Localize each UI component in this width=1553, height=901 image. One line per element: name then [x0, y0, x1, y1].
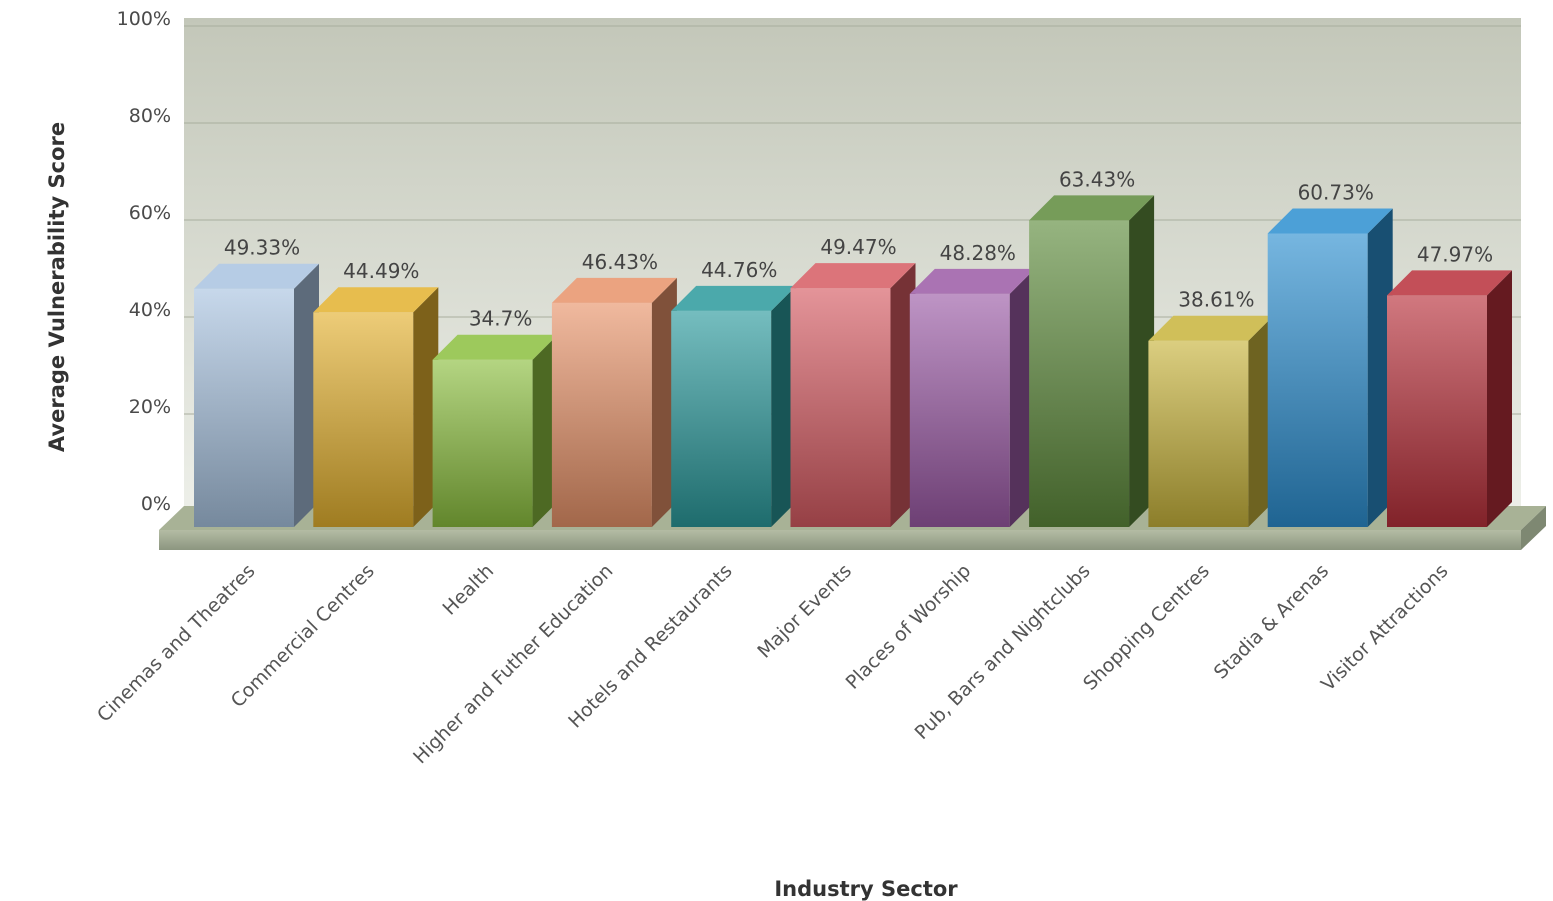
- bar: [194, 263, 319, 527]
- value-label: 44.49%: [343, 259, 419, 283]
- bar-front: [432, 359, 533, 527]
- y-axis: 0% 20% 40% 60% 80% 100%: [117, 8, 171, 515]
- x-tick-label: Higher and Futher Education: [409, 560, 617, 768]
- bar-front: [790, 288, 891, 527]
- bar-top: [790, 263, 916, 289]
- bars: [194, 195, 1512, 527]
- bar-side: [413, 287, 439, 527]
- y-tick-label: 100%: [117, 8, 171, 30]
- bar-front: [1267, 233, 1368, 527]
- bar: [1267, 208, 1393, 527]
- value-label: 63.43%: [1059, 167, 1135, 191]
- y-tick-label: 0%: [141, 493, 171, 515]
- bar: [1387, 270, 1512, 527]
- bar-side: [1009, 268, 1035, 527]
- bar-top: [671, 285, 797, 311]
- bar-top: [1029, 195, 1155, 221]
- y-axis-title: Average Vulnerability Score: [45, 122, 69, 452]
- bar-front: [551, 302, 652, 527]
- bar-side: [294, 263, 319, 527]
- bar-top: [1148, 315, 1274, 341]
- x-tick-label: Places of Worship: [842, 560, 976, 694]
- bar-side: [1487, 270, 1512, 527]
- bar: [1029, 195, 1155, 527]
- value-label: 38.61%: [1178, 288, 1254, 312]
- bar-front: [1148, 340, 1249, 527]
- value-label: 44.76%: [701, 258, 777, 282]
- bar-top: [1267, 208, 1393, 234]
- bar-top: [194, 263, 319, 289]
- bar: [551, 277, 677, 527]
- x-tick-label: Health: [438, 560, 498, 620]
- bar-front: [671, 310, 772, 527]
- bar-side: [771, 285, 797, 527]
- bar-side: [1129, 195, 1155, 527]
- x-tick-label: Stadia & Arenas: [1210, 560, 1334, 684]
- floor-front: [159, 530, 1521, 550]
- bar-side: [1367, 208, 1393, 527]
- bar: [790, 263, 916, 527]
- y-tick-label: 40%: [129, 299, 171, 321]
- x-tick-label: Major Events: [753, 560, 856, 663]
- value-label: 34.7%: [469, 307, 533, 331]
- bar: [313, 287, 439, 527]
- x-tick-label: Visitor Attractions: [1317, 560, 1453, 696]
- bar-side: [890, 263, 916, 527]
- value-label: 48.28%: [940, 241, 1016, 265]
- bar-side: [651, 277, 677, 527]
- bar-front: [194, 288, 294, 527]
- bar: [671, 285, 797, 527]
- value-label: 49.47%: [820, 235, 896, 259]
- bar-top: [1387, 270, 1512, 296]
- value-label: 46.43%: [582, 250, 658, 274]
- value-label: 60.73%: [1298, 180, 1374, 204]
- floor-side: [1521, 506, 1546, 550]
- y-tick-label: 20%: [129, 396, 171, 418]
- x-tick-label: Shopping Centres: [1079, 560, 1214, 695]
- value-label: 49.33%: [224, 236, 300, 260]
- bar: [909, 268, 1035, 527]
- bar: [432, 334, 558, 527]
- y-tick-label: 80%: [129, 105, 171, 127]
- bar-top: [909, 268, 1035, 294]
- bar-top: [551, 277, 677, 303]
- bar-front: [313, 312, 414, 527]
- bar-side: [1248, 315, 1274, 527]
- value-labels: 49.33% 44.49% 34.7% 46.43% 44.76% 49.47% 48.28…: [224, 167, 1493, 330]
- bar: [1148, 315, 1274, 527]
- bar-front: [1029, 220, 1130, 527]
- value-label: 47.97%: [1417, 242, 1493, 266]
- bar-front: [909, 293, 1010, 527]
- bar-front: [1387, 295, 1487, 527]
- bar-side: [532, 334, 558, 527]
- y-tick-label: 60%: [129, 202, 171, 224]
- bar-top: [313, 287, 439, 313]
- bar-top: [432, 334, 558, 360]
- x-axis-title: Industry Sector: [774, 877, 958, 901]
